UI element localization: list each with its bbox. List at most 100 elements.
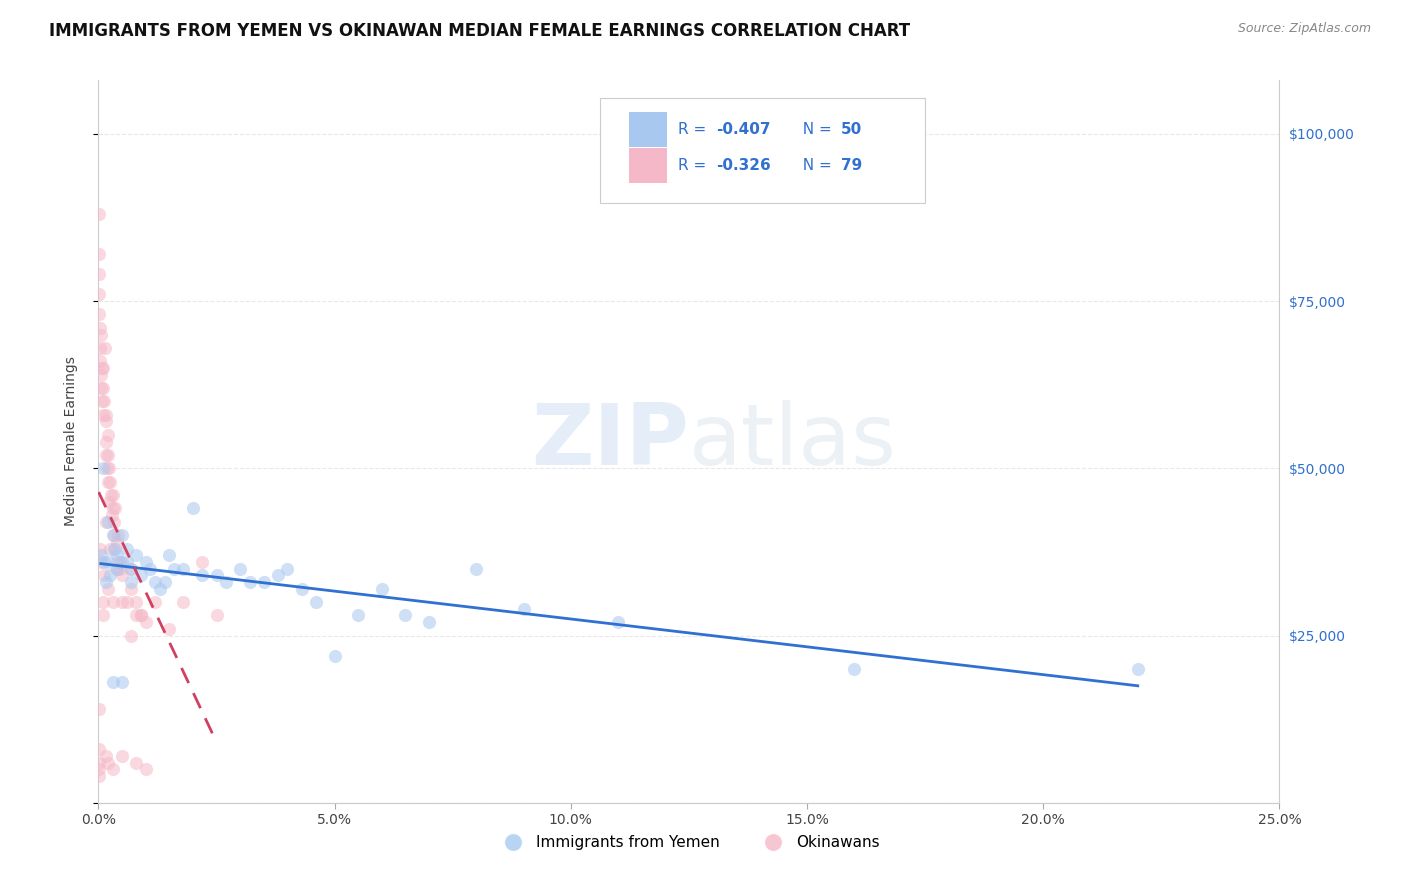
Point bbox=[97, 582, 120, 596]
Point bbox=[139, 562, 162, 576]
Point bbox=[98, 475, 121, 489]
Point bbox=[129, 568, 152, 582]
Point bbox=[105, 562, 128, 576]
Point bbox=[96, 461, 118, 475]
Point bbox=[191, 555, 214, 569]
Point bbox=[105, 562, 128, 576]
Point bbox=[93, 394, 115, 409]
Point bbox=[163, 562, 186, 576]
Point bbox=[90, 555, 112, 569]
Point bbox=[115, 541, 138, 556]
Text: R =: R = bbox=[678, 158, 711, 173]
Point bbox=[143, 575, 166, 590]
Point bbox=[135, 615, 157, 630]
Point bbox=[94, 414, 117, 428]
Point bbox=[90, 548, 112, 563]
Text: -0.407: -0.407 bbox=[716, 122, 770, 136]
Point bbox=[394, 608, 416, 623]
Point bbox=[157, 548, 180, 563]
Point bbox=[87, 756, 110, 770]
Point bbox=[89, 769, 111, 783]
Point bbox=[87, 762, 110, 776]
Point bbox=[87, 207, 110, 221]
Point bbox=[121, 582, 143, 596]
Point bbox=[89, 307, 111, 321]
Point bbox=[239, 575, 262, 590]
FancyBboxPatch shape bbox=[628, 112, 666, 147]
Point bbox=[347, 608, 370, 623]
Point bbox=[111, 595, 134, 609]
Point bbox=[844, 662, 866, 676]
Point bbox=[108, 555, 131, 569]
Point bbox=[98, 541, 121, 556]
Point bbox=[157, 622, 180, 636]
Point bbox=[371, 582, 394, 596]
Point bbox=[111, 675, 134, 690]
Point bbox=[323, 648, 346, 663]
Point bbox=[91, 595, 114, 609]
Point bbox=[94, 515, 117, 529]
Text: ZIP: ZIP bbox=[531, 400, 689, 483]
Point bbox=[465, 562, 488, 576]
Point bbox=[512, 602, 534, 616]
Point bbox=[89, 541, 111, 556]
Point bbox=[91, 381, 114, 395]
Point bbox=[89, 287, 111, 301]
Point bbox=[93, 341, 115, 355]
Point bbox=[90, 361, 112, 376]
Point bbox=[215, 575, 238, 590]
Point bbox=[172, 562, 194, 576]
Point bbox=[125, 548, 148, 563]
Text: N =: N = bbox=[793, 158, 837, 173]
Point bbox=[103, 541, 125, 556]
Point bbox=[89, 320, 111, 334]
Point bbox=[87, 247, 110, 261]
Point bbox=[105, 555, 128, 569]
Point bbox=[125, 756, 148, 770]
Point bbox=[121, 562, 143, 576]
Point bbox=[418, 615, 440, 630]
Point bbox=[87, 702, 110, 716]
Text: -0.326: -0.326 bbox=[716, 158, 770, 173]
Point bbox=[97, 756, 120, 770]
Point bbox=[229, 562, 252, 576]
Point bbox=[94, 575, 117, 590]
Point bbox=[107, 528, 129, 542]
Point bbox=[97, 515, 120, 529]
Text: N =: N = bbox=[793, 122, 837, 136]
Point bbox=[108, 562, 131, 576]
Point bbox=[125, 608, 148, 623]
Point bbox=[101, 595, 124, 609]
Point bbox=[91, 608, 114, 623]
Point bbox=[121, 628, 143, 642]
Point bbox=[135, 762, 157, 776]
Text: Source: ZipAtlas.com: Source: ZipAtlas.com bbox=[1237, 22, 1371, 36]
Point bbox=[94, 448, 117, 462]
Point bbox=[115, 555, 138, 569]
Point bbox=[290, 582, 312, 596]
Point bbox=[103, 515, 125, 529]
Point bbox=[111, 528, 134, 542]
Point bbox=[129, 608, 152, 623]
Point bbox=[111, 749, 134, 764]
Point bbox=[111, 568, 134, 582]
Point bbox=[101, 675, 124, 690]
Point bbox=[101, 488, 124, 502]
Point bbox=[103, 528, 125, 542]
Point bbox=[91, 361, 114, 376]
Y-axis label: Median Female Earnings: Median Female Earnings bbox=[63, 357, 77, 526]
Point bbox=[100, 508, 122, 523]
Text: IMMIGRANTS FROM YEMEN VS OKINAWAN MEDIAN FEMALE EARNINGS CORRELATION CHART: IMMIGRANTS FROM YEMEN VS OKINAWAN MEDIAN… bbox=[49, 22, 910, 40]
Point bbox=[100, 488, 122, 502]
Point bbox=[253, 575, 276, 590]
Point bbox=[93, 568, 115, 582]
Point bbox=[93, 555, 115, 569]
Point bbox=[101, 528, 124, 542]
Point bbox=[89, 354, 111, 368]
Point bbox=[89, 341, 111, 355]
Point bbox=[129, 608, 152, 623]
Point bbox=[121, 562, 143, 576]
Point bbox=[90, 368, 112, 382]
Point bbox=[97, 555, 120, 569]
Point bbox=[1126, 662, 1149, 676]
